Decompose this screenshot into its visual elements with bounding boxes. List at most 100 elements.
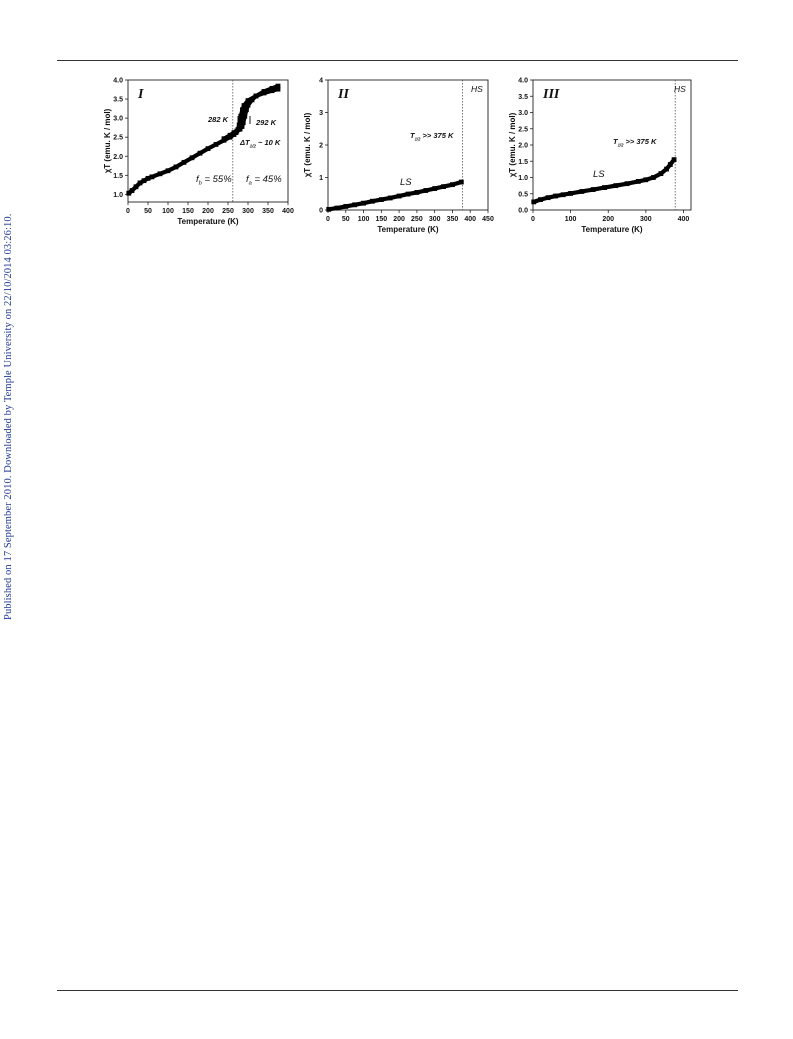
y-tick-label: 2.5 — [113, 135, 123, 142]
hysteresis-label-main: ΔT — [239, 138, 251, 147]
y-tick-label: 3.0 — [518, 110, 528, 117]
data-point — [450, 182, 455, 188]
header-rule — [57, 60, 738, 61]
x-tick-label: 100 — [358, 216, 370, 223]
x-tick-label: 250 — [222, 208, 234, 215]
y-tick-label: 4 — [319, 78, 323, 85]
data-point — [137, 180, 143, 186]
data-point — [334, 205, 340, 211]
data-point — [221, 136, 227, 142]
x-tick-label: 300 — [640, 216, 652, 223]
x-tick-label: 200 — [393, 216, 405, 223]
hs-label: HS — [471, 84, 483, 94]
hysteresis-label-sub: 1/2 — [250, 144, 257, 149]
data-point — [361, 200, 366, 206]
x-tick-label: 150 — [375, 216, 387, 223]
data-point — [553, 193, 558, 199]
data-point — [343, 204, 349, 209]
data-point — [205, 146, 211, 152]
y-tick-label: 1.5 — [518, 159, 528, 166]
y-tick-label: 1.5 — [113, 173, 123, 180]
footer-rule — [57, 990, 738, 991]
data-point — [624, 181, 630, 187]
t-half-label: T1/2 >> 375 K — [613, 137, 657, 148]
y-tick-label: 1.0 — [113, 192, 123, 199]
data-point — [197, 150, 203, 156]
x-tick-label: 50 — [342, 216, 350, 223]
data-point — [234, 128, 240, 134]
fraction-a-label-tail: = 45% — [252, 174, 282, 185]
data-point — [458, 179, 464, 185]
data-point — [165, 168, 171, 174]
data-point — [579, 189, 585, 194]
data-point — [126, 190, 132, 196]
y-tick-label: 0.0 — [518, 208, 528, 215]
t-half-label-tail: >> 375 K — [420, 131, 454, 140]
fraction-b-label-main: f — [196, 174, 200, 185]
x-tick-label: 350 — [447, 216, 459, 223]
y-tick-label: 2.0 — [518, 143, 528, 150]
chart-panel-2: 0 50 100 150 200 250 300 350 400 450 0 1 2 3 4 Temperat… — [300, 72, 500, 242]
data-point — [613, 183, 619, 189]
data-point — [181, 159, 187, 165]
data-point — [244, 107, 249, 113]
panel-label: II — [337, 87, 349, 102]
data-point — [275, 83, 281, 89]
y-tick-label: 2 — [319, 143, 323, 150]
hysteresis-label-tail: ~ 10 K — [256, 138, 281, 147]
x-tick-label: 100 — [162, 208, 174, 215]
data-point — [671, 157, 677, 163]
ls-label: LS — [400, 177, 412, 188]
data-point — [568, 191, 574, 196]
data-point — [414, 190, 420, 195]
data-point — [560, 192, 566, 198]
x-tick-label: 200 — [602, 216, 614, 223]
data-point — [590, 187, 596, 192]
data-point — [643, 177, 649, 183]
y-tick-label: 4.0 — [518, 78, 528, 85]
fraction-b-label: fb = 55% — [196, 174, 232, 187]
data-point — [269, 85, 275, 91]
t-half-label-main: T — [613, 137, 619, 146]
y-tick-label: 3.5 — [518, 94, 528, 101]
x-tick-label: 0 — [531, 216, 535, 223]
y-tick-label: 2.0 — [113, 154, 123, 161]
data-point — [240, 120, 246, 126]
data-point — [658, 171, 664, 176]
x-tick-label: 250 — [411, 216, 423, 223]
x-tick-label: 400 — [678, 216, 690, 223]
t-half-label: T1/2 >> 375 K — [410, 131, 454, 142]
chart-panel-1: 0 50 100 150 200 250 300 350 400 1.0 1.5 2.0 2.5 3.0 3… — [100, 72, 300, 242]
chart-svg-2: 0 50 100 150 200 250 300 350 400 450 0 1 2 3 4 Temperat… — [303, 78, 494, 235]
x-tick-label: 400 — [464, 216, 476, 223]
data-point — [405, 191, 411, 197]
y-axis-title: χT (emu. K / mol) — [103, 108, 112, 173]
t-half-label-sub: 1/2 — [618, 143, 624, 148]
data-point — [396, 193, 402, 199]
data-point — [173, 164, 179, 170]
data-point — [239, 124, 245, 129]
data-point — [227, 132, 233, 138]
data-point — [261, 89, 267, 94]
data-point — [231, 130, 237, 136]
y-tick-label: 1.0 — [518, 175, 528, 182]
y-axis-title: χT (emu. K / mol) — [508, 112, 517, 177]
chart-svg-3: 0 100 200 300 400 0.0 0.5 1.0 1.5 2.0 2.5 3.0 3.5 4.0… — [508, 78, 692, 234]
y-tick-label: 4.0 — [113, 78, 123, 85]
panel-label: III — [542, 87, 560, 102]
data-point — [213, 142, 219, 147]
data-point — [240, 107, 245, 113]
fraction-a-label: fa = 45% — [246, 174, 282, 187]
series-line-1 — [326, 179, 464, 212]
panel-label: I — [137, 87, 144, 102]
data-point — [157, 171, 163, 177]
x-tick-label: 450 — [482, 216, 494, 223]
data-point — [387, 195, 393, 201]
data-point — [245, 102, 251, 108]
t-half-label-sub: 1/2 — [415, 137, 421, 142]
hs-label: HS — [674, 84, 686, 94]
data-point — [141, 178, 147, 184]
transition-up-label: 292 K — [255, 118, 277, 127]
y-tick-label: 3.0 — [113, 116, 123, 123]
data-point — [370, 198, 375, 204]
